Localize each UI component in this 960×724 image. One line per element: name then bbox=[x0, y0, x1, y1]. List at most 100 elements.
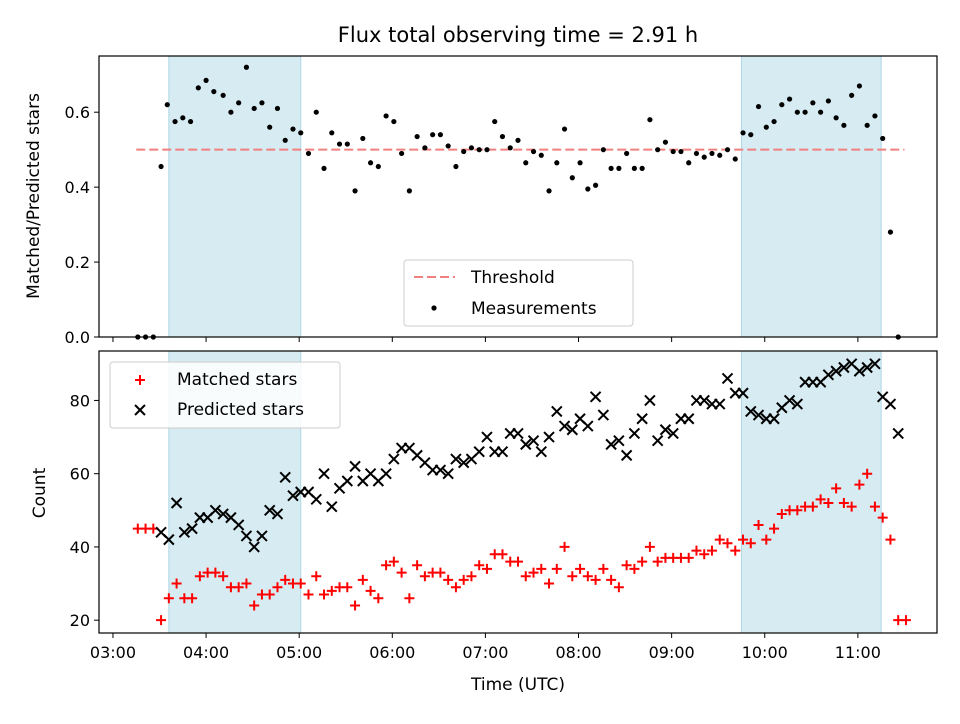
measurement-point bbox=[561, 126, 568, 132]
matched-star-point bbox=[738, 534, 749, 545]
matched-star-point bbox=[474, 560, 485, 571]
measurement-point bbox=[631, 165, 637, 171]
legend-predicted-label: Predicted stars bbox=[177, 400, 304, 420]
predicted-star-point bbox=[434, 464, 447, 476]
measurement-point bbox=[577, 160, 583, 166]
measurement-point bbox=[655, 147, 661, 153]
measurement-point bbox=[585, 186, 591, 192]
measurement-point bbox=[763, 124, 769, 130]
predicted-star-point bbox=[551, 405, 563, 418]
measurement-point bbox=[329, 130, 335, 136]
bottom-shaded-interval bbox=[740, 350, 882, 634]
bottom-y-tick-label: 60 bbox=[70, 465, 90, 484]
predicted-star-point bbox=[613, 435, 625, 447]
legend-predicted-swatch bbox=[134, 404, 146, 416]
matched-star-point bbox=[575, 563, 586, 574]
x-tick-label: 04:00 bbox=[183, 643, 229, 662]
predicted-star-point bbox=[263, 504, 276, 517]
measurement-point bbox=[530, 148, 537, 155]
measurement-point bbox=[437, 132, 444, 138]
measurement-point bbox=[600, 147, 606, 153]
measurement-point bbox=[833, 115, 839, 121]
measurement-point bbox=[236, 100, 242, 106]
measurement-point bbox=[298, 130, 304, 136]
predicted-star-point bbox=[178, 526, 191, 538]
measurement-point bbox=[422, 145, 428, 151]
predicted-star-point bbox=[527, 435, 540, 447]
measurement-point bbox=[344, 141, 350, 147]
matched-star-point bbox=[691, 545, 702, 556]
top-y-tick-label: 0.4 bbox=[65, 178, 90, 197]
predicted-star-point bbox=[853, 365, 866, 377]
matched-star-point bbox=[264, 589, 275, 600]
legend-measurements-label: Measurements bbox=[471, 299, 597, 319]
matched-star-point bbox=[481, 563, 492, 574]
measurement-point bbox=[507, 145, 513, 151]
measurement-point bbox=[383, 113, 389, 119]
measurement-point bbox=[686, 160, 692, 166]
matched-star-point bbox=[210, 567, 221, 578]
matched-star-point bbox=[598, 563, 609, 574]
predicted-star-point bbox=[349, 460, 361, 473]
predicted-star-point bbox=[287, 489, 299, 502]
matched-star-point bbox=[683, 552, 694, 563]
matched-star-point bbox=[582, 571, 593, 582]
matched-star-point bbox=[419, 571, 430, 582]
predicted-star-point bbox=[442, 467, 454, 480]
matched-star-point bbox=[629, 563, 640, 574]
predicted-star-point bbox=[589, 391, 602, 403]
predicted-star-point bbox=[310, 493, 322, 506]
predicted-star-point bbox=[558, 420, 571, 432]
measurement-point bbox=[538, 152, 544, 158]
x-tick-label: 10:00 bbox=[742, 643, 788, 662]
predicted-star-point bbox=[380, 467, 392, 480]
matched-star-point bbox=[551, 563, 562, 574]
measurement-point bbox=[352, 188, 358, 194]
top-axes-frame bbox=[98, 55, 938, 338]
measurement-point bbox=[701, 154, 707, 160]
measurement-point bbox=[554, 160, 560, 166]
matched-star-point bbox=[303, 589, 314, 600]
matched-star-point bbox=[823, 497, 834, 508]
predicted-star-point bbox=[838, 361, 850, 374]
measurement-point bbox=[802, 109, 808, 115]
predicted-star-point bbox=[520, 438, 532, 451]
bottom-y-tick-label: 80 bbox=[70, 391, 90, 410]
measurement-point bbox=[375, 163, 381, 170]
matched-star-point bbox=[326, 585, 337, 596]
predicted-star-point bbox=[512, 427, 524, 440]
predicted-star-point bbox=[318, 467, 330, 480]
predicted-star-point bbox=[830, 365, 842, 377]
x-tick-label: 05:00 bbox=[276, 643, 322, 662]
measurement-point bbox=[647, 117, 653, 123]
matched-star-point bbox=[156, 615, 167, 626]
legend-measurements-swatch bbox=[431, 305, 437, 311]
measurement-point bbox=[282, 137, 288, 143]
measurement-point bbox=[453, 163, 459, 170]
predicted-star-point bbox=[752, 409, 765, 421]
matched-star-point bbox=[869, 501, 880, 512]
matched-star-point bbox=[644, 541, 655, 552]
measurement-point bbox=[608, 165, 614, 171]
predicted-star-point bbox=[822, 369, 835, 381]
matched-star-point bbox=[342, 582, 353, 593]
measurement-point bbox=[187, 118, 194, 125]
matched-star-point bbox=[885, 534, 896, 545]
matched-star-point bbox=[171, 578, 182, 589]
matched-star-point bbox=[745, 538, 756, 549]
matched-star-point bbox=[637, 556, 648, 567]
matched-star-point bbox=[536, 563, 547, 574]
predicted-star-point bbox=[217, 508, 229, 520]
measurement-point bbox=[724, 147, 731, 153]
matched-star-point bbox=[218, 571, 229, 582]
matched-star-point bbox=[357, 574, 368, 585]
measurement-point bbox=[709, 150, 715, 157]
measurement-point bbox=[468, 145, 475, 151]
matched-star-point bbox=[233, 582, 244, 593]
measurement-point bbox=[880, 135, 886, 142]
measurement-point bbox=[391, 118, 397, 125]
measurement-point bbox=[228, 109, 234, 115]
matched-star-point bbox=[450, 582, 461, 593]
matched-star-point bbox=[443, 574, 454, 585]
